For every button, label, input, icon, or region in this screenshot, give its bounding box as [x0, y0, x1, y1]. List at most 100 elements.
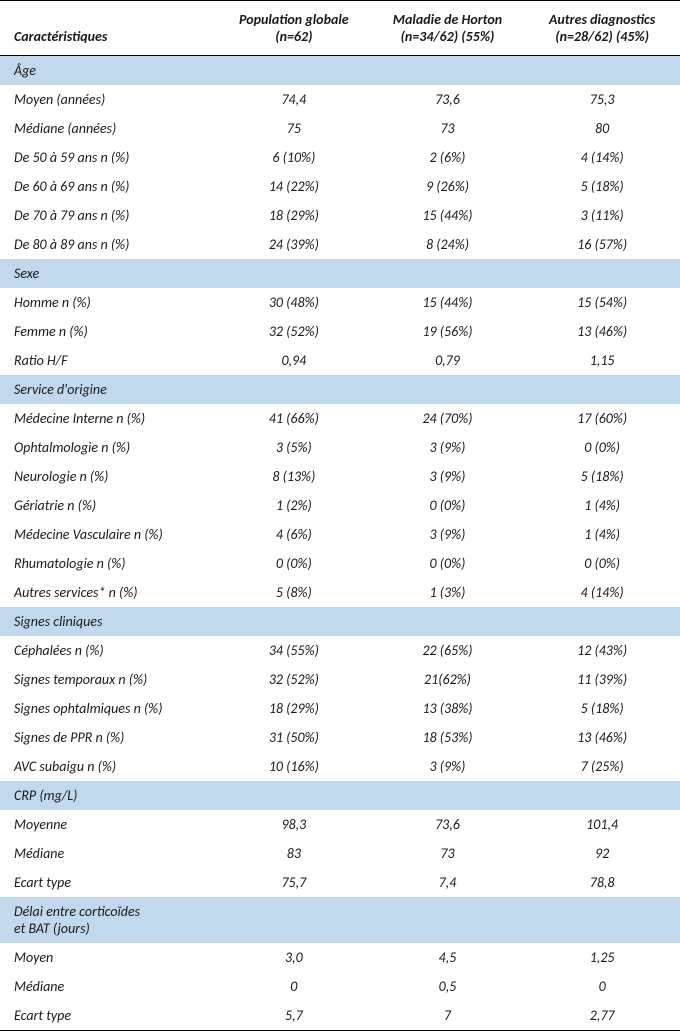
row-label: Signes temporaux n (%) — [0, 665, 217, 694]
row-label: Signes de PPR n (%) — [0, 723, 217, 752]
table-row: De 80 à 89 ans n (%)24 (39%)8 (24%)16 (5… — [0, 230, 680, 259]
row-label: Médiane (années) — [0, 114, 217, 143]
characteristics-table: Caractéristiques Population globale (n=6… — [0, 0, 680, 1031]
cell: 8 (13%) — [217, 462, 371, 491]
cell: 3 (9%) — [371, 520, 525, 549]
cell: 73,6 — [371, 810, 525, 839]
cell: 13 (38%) — [371, 694, 525, 723]
cell: 22 (65%) — [371, 636, 525, 665]
cell: 75,3 — [524, 85, 680, 114]
table-header-row: Caractéristiques Population globale (n=6… — [0, 1, 680, 56]
cell: 0 — [217, 972, 371, 1001]
table-row: Moyen (années)74,473,675,3 — [0, 85, 680, 114]
cell: 34 (55%) — [217, 636, 371, 665]
row-label: Ratio H/F — [0, 346, 217, 375]
row-label: Médiane — [0, 972, 217, 1001]
section-signes: Signes cliniques — [0, 607, 680, 636]
cell: 10 (16%) — [217, 752, 371, 781]
cell: 12 (43%) — [524, 636, 680, 665]
cell: 2,77 — [524, 1001, 680, 1031]
section-label: CRP (mg/L) — [0, 781, 217, 810]
header-line2: (n=28/62) (45%) — [555, 28, 649, 45]
row-label: Ophtalmologie n (%) — [0, 433, 217, 462]
cell: 4 (14%) — [524, 143, 680, 172]
cell: 13 (46%) — [524, 317, 680, 346]
cell: 21(62%) — [371, 665, 525, 694]
cell: 75,7 — [217, 868, 371, 897]
cell: 0 (0%) — [524, 433, 680, 462]
cell: 0 (0%) — [371, 549, 525, 578]
cell: 92 — [524, 839, 680, 868]
row-label: Médecine Interne n (%) — [0, 404, 217, 433]
row-label: Gériatrie n (%) — [0, 491, 217, 520]
cell: 15 (44%) — [371, 288, 525, 317]
section-label-line1: Délai entre corticoïdes — [14, 903, 140, 920]
row-label: Céphalées n (%) — [0, 636, 217, 665]
cell: 31 (50%) — [217, 723, 371, 752]
table-row: De 50 à 59 ans n (%)6 (10%)2 (6%)4 (14%) — [0, 143, 680, 172]
cell: 0 (0%) — [371, 491, 525, 520]
row-label: Signes ophtalmiques n (%) — [0, 694, 217, 723]
cell: 30 (48%) — [217, 288, 371, 317]
cell: 7,4 — [371, 868, 525, 897]
section-label: Sexe — [0, 259, 217, 288]
cell: 15 (54%) — [524, 288, 680, 317]
cell: 18 (53%) — [371, 723, 525, 752]
cell: 7 — [371, 1001, 525, 1031]
table-row: Signes de PPR n (%)31 (50%)18 (53%)13 (4… — [0, 723, 680, 752]
cell: 78,8 — [524, 868, 680, 897]
section-crp: CRP (mg/L) — [0, 781, 680, 810]
table-row: Céphalées n (%)34 (55%)22 (65%)12 (43%) — [0, 636, 680, 665]
row-label: De 70 à 79 ans n (%) — [0, 201, 217, 230]
row-label: Homme n (%) — [0, 288, 217, 317]
table-row: Ratio H/F0,940,791,15 — [0, 346, 680, 375]
row-label: De 60 à 69 ans n (%) — [0, 172, 217, 201]
row-label: Rhumatologie n (%) — [0, 549, 217, 578]
col-header-autres: Autres diagnostics (n=28/62) (45%) — [524, 1, 680, 56]
table-row: De 60 à 69 ans n (%)14 (22%)9 (26%)5 (18… — [0, 172, 680, 201]
cell: 75 — [217, 114, 371, 143]
cell: 24 (70%) — [371, 404, 525, 433]
cell: 2 (6%) — [371, 143, 525, 172]
col-header-horton: Maladie de Horton (n=34/62) (55%) — [371, 1, 525, 56]
section-label: Âge — [0, 56, 217, 86]
table-row: Signes temporaux n (%)32 (52%)21(62%)11 … — [0, 665, 680, 694]
cell: 5 (8%) — [217, 578, 371, 607]
cell: 32 (52%) — [217, 317, 371, 346]
cell: 3 (5%) — [217, 433, 371, 462]
row-label: Moyen — [0, 943, 217, 972]
cell: 0,5 — [371, 972, 525, 1001]
cell: 17 (60%) — [524, 404, 680, 433]
header-line1: Maladie de Horton — [393, 11, 502, 28]
section-sexe: Sexe — [0, 259, 680, 288]
row-label: AVC subaigu n (%) — [0, 752, 217, 781]
cell: 5 (18%) — [524, 462, 680, 491]
cell: 98,3 — [217, 810, 371, 839]
row-label: Neurologie n (%) — [0, 462, 217, 491]
cell: 0 — [524, 972, 680, 1001]
cell: 18 (29%) — [217, 694, 371, 723]
row-label: De 50 à 59 ans n (%) — [0, 143, 217, 172]
cell: 1,25 — [524, 943, 680, 972]
cell: 16 (57%) — [524, 230, 680, 259]
cell: 3,0 — [217, 943, 371, 972]
table-row: Gériatrie n (%)1 (2%)0 (0%)1 (4%) — [0, 491, 680, 520]
col-header-population: Population globale (n=62) — [217, 1, 371, 56]
cell: 0,94 — [217, 346, 371, 375]
cell: 41 (66%) — [217, 404, 371, 433]
table-row: Médecine Interne n (%)41 (66%)24 (70%)17… — [0, 404, 680, 433]
cell: 0 (0%) — [217, 549, 371, 578]
table-row: Neurologie n (%)8 (13%)3 (9%)5 (18%) — [0, 462, 680, 491]
table-row: Femme n (%)32 (52%)19 (56%)13 (46%) — [0, 317, 680, 346]
cell: 18 (29%) — [217, 201, 371, 230]
cell: 6 (10%) — [217, 143, 371, 172]
cell: 1 (4%) — [524, 491, 680, 520]
section-age: Âge — [0, 56, 680, 86]
row-label: Moyenne — [0, 810, 217, 839]
cell: 8 (24%) — [371, 230, 525, 259]
cell: 101,4 — [524, 810, 680, 839]
table-row: Médiane (années)757380 — [0, 114, 680, 143]
cell: 4 (6%) — [217, 520, 371, 549]
table-row: Signes ophtalmiques n (%)18 (29%)13 (38%… — [0, 694, 680, 723]
col-header-characteristics: Caractéristiques — [0, 1, 217, 56]
